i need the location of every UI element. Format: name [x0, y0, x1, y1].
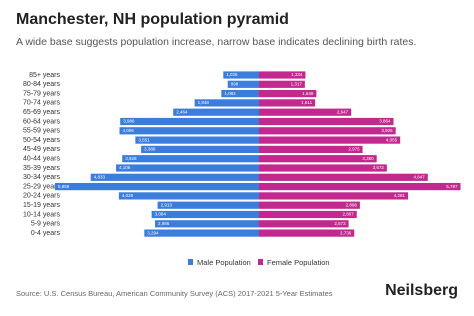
bar	[259, 210, 357, 219]
bar	[259, 71, 306, 79]
data-label: 1,611	[301, 100, 312, 105]
bar	[151, 210, 259, 219]
data-label: 3,380	[362, 156, 374, 161]
bar	[259, 164, 387, 172]
data-label: 1,649	[302, 91, 314, 96]
chart-subtitle: A wide base suggests population increase…	[16, 36, 416, 48]
y-tick-label: 25-29 years	[23, 183, 60, 190]
bar	[259, 99, 316, 107]
data-label: 4,833	[94, 174, 106, 179]
data-label: 1,082	[224, 91, 236, 96]
y-tick-label: 5-9 years	[31, 221, 61, 228]
bar	[119, 127, 259, 135]
data-label: 3,294	[147, 230, 159, 235]
data-label: 3,551	[138, 137, 150, 142]
bar	[259, 229, 355, 237]
bar	[227, 80, 259, 88]
legend-label: Female Population	[267, 258, 330, 267]
data-label: 3,386	[144, 147, 156, 152]
data-label: 3,084	[155, 212, 167, 217]
bar	[259, 108, 352, 116]
data-label: 4,281	[394, 193, 406, 198]
y-tick-label: 20-24 years	[23, 193, 60, 200]
bar	[259, 183, 461, 191]
data-label: 2,647	[337, 109, 349, 114]
bar	[155, 220, 259, 228]
bar	[116, 164, 260, 172]
data-label: 4,106	[119, 165, 131, 170]
data-label: 5,787	[446, 184, 458, 189]
data-label: 2,736	[340, 230, 352, 235]
data-label: 3,925	[381, 128, 393, 133]
data-label: 898	[231, 81, 239, 86]
y-tick-label: 15-19 years	[23, 202, 60, 209]
legend-swatch	[258, 259, 263, 265]
bar	[259, 117, 394, 126]
data-label: 2,986	[158, 221, 170, 226]
bar	[259, 136, 401, 144]
data-label: 2,807	[342, 212, 354, 217]
bar	[259, 80, 305, 88]
data-label: 2,913	[161, 202, 173, 207]
data-label: 4,055	[386, 137, 398, 142]
data-label: 4,025	[122, 193, 134, 198]
y-tick-label: 85+ years	[29, 72, 60, 79]
y-tick-label: 10-14 years	[23, 211, 60, 218]
data-label: 3,672	[373, 165, 385, 170]
bar	[259, 201, 360, 209]
bar	[259, 192, 409, 200]
bar	[223, 71, 259, 79]
legend-swatch	[188, 259, 193, 265]
data-label: 2,975	[348, 147, 360, 152]
data-label: 2,898	[346, 202, 358, 207]
bar	[259, 127, 396, 135]
y-tick-label: 60-64 years	[23, 118, 60, 125]
bar	[144, 229, 259, 237]
y-tick-label: 65-69 years	[23, 109, 60, 116]
data-label: 4,847	[413, 174, 425, 179]
bar	[122, 155, 259, 163]
data-label: 2,573	[334, 221, 346, 226]
brand: Neilsberg	[385, 282, 458, 299]
bar	[259, 173, 428, 181]
bar	[55, 183, 259, 191]
y-tick-label: 40-44 years	[23, 156, 60, 163]
data-label: 1,317	[291, 81, 303, 86]
data-label: 1,334	[291, 72, 303, 77]
data-label: 3,928	[125, 156, 137, 161]
bar	[157, 201, 259, 209]
y-tick-label: 50-54 years	[23, 137, 60, 144]
chart-title: Manchester, NH population pyramid	[16, 11, 289, 28]
bar	[118, 192, 259, 200]
data-label: 1,848	[198, 100, 210, 105]
y-tick-label: 80-84 years	[23, 81, 60, 88]
y-tick-label: 55-59 years	[23, 128, 60, 135]
bar	[259, 145, 363, 153]
bar	[259, 155, 377, 163]
bar	[259, 220, 349, 228]
data-label: 3,864	[379, 119, 391, 124]
bar	[120, 117, 259, 126]
y-tick-label: 45-49 years	[23, 146, 60, 153]
y-tick-label: 0-4 years	[31, 230, 61, 237]
bar	[221, 90, 259, 98]
data-label: 4,006	[123, 128, 135, 133]
bar	[90, 173, 259, 181]
y-tick-label: 35-39 years	[23, 165, 60, 172]
data-label: 1,026	[226, 72, 238, 77]
bar	[135, 136, 259, 144]
source: Source: U.S. Census Bureau, American Com…	[16, 289, 333, 298]
bar	[194, 99, 259, 107]
data-label: 3,986	[123, 119, 135, 124]
y-tick-label: 30-34 years	[23, 174, 60, 181]
data-label: 2,464	[176, 109, 188, 114]
y-tick-label: 70-74 years	[23, 100, 60, 107]
y-tick-label: 75-79 years	[23, 90, 60, 97]
bar	[173, 108, 259, 116]
bar	[259, 90, 317, 98]
legend-label: Male Population	[197, 258, 251, 267]
data-label: 5,859	[58, 184, 70, 189]
bar	[141, 145, 259, 153]
